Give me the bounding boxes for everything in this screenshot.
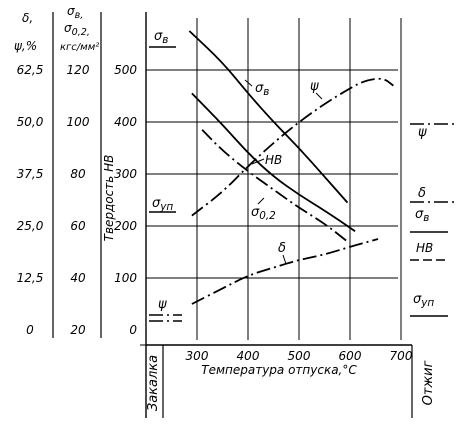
legend-right-hb: НВ	[416, 241, 433, 255]
tick-label-delta-psi: 12,5	[17, 271, 44, 285]
axis-header-units: кгс/мм²	[60, 42, 99, 53]
label-layer: 0 100 200 300 400 500 20 40 60 80 100 120 0 12,5 25,0 3…	[14, 4, 454, 411]
curve-label-leader	[315, 92, 323, 100]
legend-right-psi: ψ	[418, 125, 427, 140]
axis-header-sigma-b: σв,	[67, 4, 83, 21]
axis-header-delta: δ,	[22, 11, 33, 25]
legend-right-delta: δ	[418, 186, 426, 201]
tick-label-delta-psi: 50,0	[17, 115, 44, 129]
tick-label-x: 300	[186, 349, 209, 363]
axis-header-psi: ψ,%	[14, 39, 37, 53]
curve-label-leader	[244, 79, 253, 87]
legend-left-sigma-up: σуп	[152, 196, 173, 213]
curve-label-leader	[282, 254, 287, 265]
series-line-3	[191, 77, 394, 217]
legend-right-sigma-b: σв	[415, 207, 429, 224]
tick-label-hb: 400	[114, 115, 137, 129]
tick-label-hb: 0	[129, 323, 137, 337]
tick-label-sigma: 120	[67, 63, 90, 77]
curve-label-psi: ψ	[310, 79, 319, 94]
tick-label-delta-psi: 37,5	[17, 167, 44, 181]
tick-label-delta-psi: 25,0	[17, 219, 44, 233]
anneal-label: Отжиг	[421, 360, 436, 405]
series-line-4	[191, 238, 379, 305]
tick-label-delta-psi: 0	[26, 323, 34, 337]
series-line-0	[188, 30, 349, 204]
tick-label-sigma: 80	[70, 167, 86, 181]
curve-label-leader	[257, 197, 265, 205]
axis-header-sigma-02: σ0,2,	[64, 21, 90, 38]
tick-label-x: 700	[390, 349, 413, 363]
series-line-2	[201, 129, 349, 243]
curve-label-delta: δ	[278, 241, 286, 256]
curve-label-hb: НВ	[265, 153, 282, 167]
curve-label-sigma-02: σ0,2	[251, 205, 276, 222]
quench-label: Закалка	[146, 355, 161, 411]
tick-label-x: 600	[339, 349, 362, 363]
curve-label-sigma-b: σв	[255, 81, 269, 98]
curve-label-leader	[251, 158, 265, 165]
tick-label-x: 400	[237, 349, 260, 363]
series-layer	[188, 30, 394, 305]
tick-label-delta-psi: 62,5	[17, 63, 44, 77]
series-line-1	[191, 92, 356, 232]
legend-right-sigma-up: σуп	[413, 292, 434, 309]
y-axis-title: Твердость НВ	[102, 155, 116, 242]
tick-label-hb: 500	[114, 63, 137, 77]
tick-label-hb: 200	[114, 219, 137, 233]
tick-label-sigma: 100	[67, 115, 90, 129]
tick-label-sigma: 60	[70, 219, 86, 233]
legend-left-sigma-b: σв	[154, 29, 168, 46]
tick-label-x: 500	[288, 349, 311, 363]
axes-layer	[52, 12, 413, 418]
tick-label-sigma: 20	[70, 323, 86, 337]
grid-layer	[146, 18, 402, 340]
tick-label-hb: 100	[114, 271, 137, 285]
x-axis-title: Температура отпуска,°С	[201, 363, 357, 377]
legend-left-psi: ψ	[158, 297, 167, 312]
tick-label-sigma: 40	[70, 271, 86, 285]
tick-label-hb: 300	[114, 167, 137, 181]
